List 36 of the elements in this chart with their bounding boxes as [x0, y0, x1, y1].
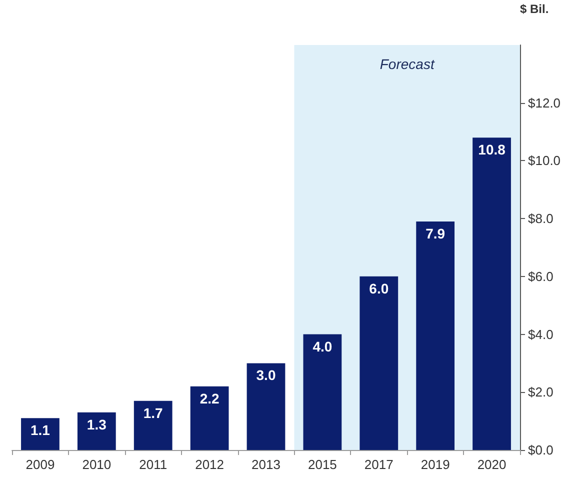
- bar: [360, 276, 398, 450]
- bar: [246, 363, 286, 450]
- data-label: 3.0: [256, 367, 276, 384]
- data-label: 10.8: [478, 142, 506, 158]
- data-label: 1.3: [86, 416, 107, 432]
- y-tick-label: $2.0: [528, 384, 554, 400]
- bar: [77, 412, 116, 450]
- y-tick-label: $6.0: [528, 268, 554, 284]
- data-label: 7.9: [426, 225, 446, 242]
- x-tick-label: 2017: [364, 457, 394, 472]
- data-label: 1.1: [30, 422, 50, 438]
- data-label: 2.2: [200, 390, 220, 406]
- y-tick-label: $0.0: [528, 442, 554, 458]
- y-tick-label: $4.0: [528, 326, 554, 342]
- x-tick-label: 2020: [477, 457, 506, 472]
- bar: [190, 386, 229, 450]
- x-tick-label: 2009: [26, 457, 55, 472]
- data-label: 1.7: [143, 404, 164, 421]
- x-tick-label: 2013: [252, 457, 280, 472]
- bar: [303, 334, 342, 450]
- bar: [416, 221, 455, 450]
- y-tick-label: $8.0: [528, 211, 554, 226]
- data-label: 4.0: [312, 338, 332, 354]
- x-tick-label: 2010: [82, 457, 112, 472]
- y-axis-title: $ Bil.: [520, 2, 549, 16]
- x-tick-label: 2012: [195, 457, 224, 472]
- y-tick-label: $12.0: [528, 95, 561, 110]
- x-tick-label: 2015: [308, 457, 337, 472]
- bar: [134, 400, 172, 450]
- bar: [472, 138, 511, 450]
- bar: [21, 418, 60, 450]
- y-tick-label: $10.0: [528, 153, 561, 168]
- band-label: Forecast: [380, 56, 436, 72]
- x-tick-label: 2011: [139, 457, 168, 472]
- x-tick-label: 2019: [420, 457, 450, 472]
- data-label: 6.0: [369, 280, 389, 296]
